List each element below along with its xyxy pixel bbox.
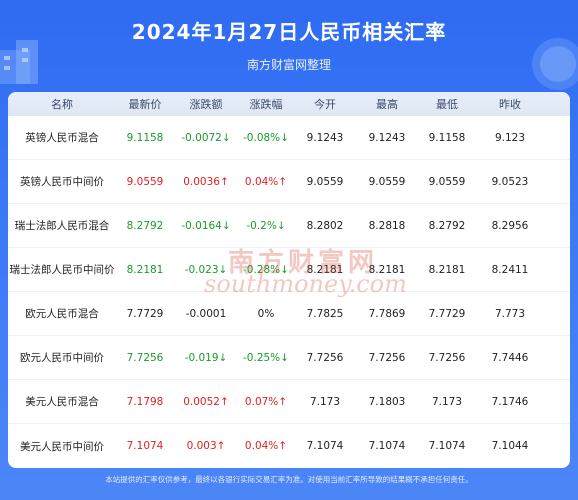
- table-row: 欧元人民币混合 7.7729 -0.0001 0% 7.7825 7.7869 7.7729…: [8, 292, 570, 336]
- decorative-coin-icon: [532, 38, 578, 90]
- column-header-latest: 最新价: [128, 98, 162, 111]
- cell-change: 0.0036↑: [183, 175, 229, 188]
- cell-high: 9.0559: [368, 175, 406, 188]
- table-row: 欧元人民币中间价 7.7256 -0.019↓ -0.25%↓ 7.7256 7.7256…: [8, 336, 570, 380]
- cell-prev-close: 8.2956: [491, 219, 529, 232]
- cell-change: -0.0164↓: [181, 219, 231, 232]
- cell-high: 7.7869: [368, 307, 406, 320]
- cell-high: 7.1803: [368, 395, 406, 408]
- table-row: 瑞士法郎人民币混合 8.2792 -0.0164↓ -0.2%↓ 8.2802 8.281…: [8, 204, 570, 248]
- cell-open: 7.7825: [306, 307, 344, 320]
- cell-change-pct: 0.07%↑: [244, 395, 288, 408]
- table-row: 英镑人民币中间价 9.0559 0.0036↑ 0.04%↑ 9.0559 9.0559 9…: [8, 160, 570, 204]
- cell-name: 欧元人民币中间价: [20, 352, 104, 364]
- cell-change-pct: 0.04%↑: [244, 440, 288, 452]
- table-row: 美元人民币混合 7.1798 0.0052↑ 0.07%↑ 7.173 7.1803 7.1…: [8, 380, 570, 424]
- column-header-high: 最高: [376, 98, 398, 111]
- cell-open: 9.1243: [306, 131, 344, 144]
- cell-name: 美元人民币混合: [25, 396, 99, 408]
- cell-latest: 7.7729: [126, 307, 164, 320]
- table-row: 美元人民币中间价 7.1074 0.003↑ 0.04%↑ 7.1074 7.1074 7.…: [8, 424, 570, 468]
- cell-low: 7.7729: [428, 307, 466, 320]
- cell-change: 0.0052↑: [183, 395, 229, 408]
- column-header-change-pct: 涨跌幅: [249, 98, 283, 111]
- cell-low: 9.1158: [428, 131, 466, 144]
- cell-low: 7.173: [431, 395, 463, 408]
- cell-change: -0.023↓: [184, 263, 228, 276]
- cell-change-pct: 0.04%↑: [244, 175, 288, 188]
- column-header-name: 名称: [51, 98, 73, 111]
- cell-open: 7.1074: [306, 440, 344, 452]
- page-subtitle: 南方财富网整理: [246, 58, 331, 72]
- cell-name: 英镑人民币混合: [25, 132, 99, 144]
- cell-low: 7.1074: [428, 440, 466, 452]
- exchange-rate-table: 名称 最新价 涨跌额 涨跌幅 今开 最高 最低 昨收 英镑人民币混合 9.1158…: [8, 92, 570, 468]
- cell-change-pct: -0.08%↓: [243, 131, 289, 144]
- cell-open: 8.2802: [306, 219, 344, 232]
- table-header: 名称 最新价 涨跌额 涨跌幅 今开 最高 最低 昨收: [8, 92, 570, 116]
- cell-high: 8.2818: [368, 219, 406, 232]
- cell-change: 0.003↑: [186, 440, 226, 452]
- cell-low: 8.2792: [428, 219, 466, 232]
- cell-high: 8.2181: [368, 263, 406, 276]
- cell-latest: 8.2792: [126, 219, 164, 232]
- cell-open: 9.0559: [306, 175, 344, 188]
- cell-latest: 7.1798: [126, 395, 164, 408]
- cell-latest: 9.1158: [126, 131, 164, 144]
- cell-low: 8.2181: [428, 263, 466, 276]
- cell-prev-close: 7.7446: [491, 351, 529, 364]
- cell-low: 7.7256: [428, 351, 466, 364]
- column-header-prev-close: 昨收: [499, 98, 521, 111]
- table-row: 瑞士法郎人民币中间价 8.2181 -0.023↓ -0.28%↓ 8.2181 8.21…: [8, 248, 570, 292]
- disclaimer-footer: 本站提供的汇率仅供参考，最终以各银行实际交易汇率为准。对使用当前汇率所导致的结果…: [105, 475, 473, 484]
- cell-prev-close: 9.0523: [491, 175, 529, 188]
- cell-prev-close: 7.773: [494, 307, 526, 320]
- cell-name: 美元人民币中间价: [20, 440, 104, 453]
- cell-name: 英镑人民币中间价: [20, 176, 104, 188]
- cell-change-pct: -0.2%↓: [246, 219, 286, 232]
- cell-name: 欧元人民币混合: [25, 308, 99, 320]
- cell-latest: 9.0559: [126, 175, 164, 188]
- cell-prev-close: 7.1746: [491, 395, 529, 408]
- cell-latest: 8.2181: [126, 263, 164, 276]
- cell-change: -0.0001: [185, 307, 227, 320]
- decorative-building-icon: [0, 40, 38, 84]
- cell-low: 9.0559: [428, 175, 466, 188]
- cell-open: 7.173: [309, 395, 341, 408]
- cell-latest: 7.7256: [126, 351, 164, 364]
- cell-prev-close: 8.2411: [491, 263, 529, 276]
- cell-open: 7.7256: [306, 351, 344, 364]
- cell-high: 7.1074: [368, 440, 406, 452]
- table-body: 英镑人民币混合 9.1158 -0.0072↓ -0.08%↓ 9.1243 9.1243…: [8, 116, 570, 468]
- cell-change-pct: -0.25%↓: [243, 351, 289, 364]
- cell-high: 9.1243: [368, 131, 406, 144]
- cell-prev-close: 9.123: [494, 131, 526, 144]
- cell-open: 8.2181: [306, 263, 344, 276]
- cell-change-pct: 0%: [257, 307, 275, 320]
- column-header-open: 今开: [314, 98, 336, 111]
- table-row: 英镑人民币混合 9.1158 -0.0072↓ -0.08%↓ 9.1243 9.1243…: [8, 116, 570, 160]
- column-header-change: 涨跌额: [189, 98, 223, 111]
- cell-high: 7.7256: [368, 351, 406, 364]
- column-header-low: 最低: [436, 98, 458, 111]
- page-title: 2024年1月27日人民币相关汇率: [131, 20, 447, 44]
- cell-prev-close: 7.1044: [491, 440, 529, 452]
- cell-change-pct: -0.28%↓: [243, 263, 289, 276]
- cell-name: 瑞士法郎人民币中间价: [9, 264, 115, 276]
- cell-change: -0.019↓: [184, 351, 228, 364]
- cell-latest: 7.1074: [126, 440, 164, 452]
- cell-change: -0.0072↓: [181, 131, 231, 144]
- cell-name: 瑞士法郎人民币混合: [14, 220, 110, 232]
